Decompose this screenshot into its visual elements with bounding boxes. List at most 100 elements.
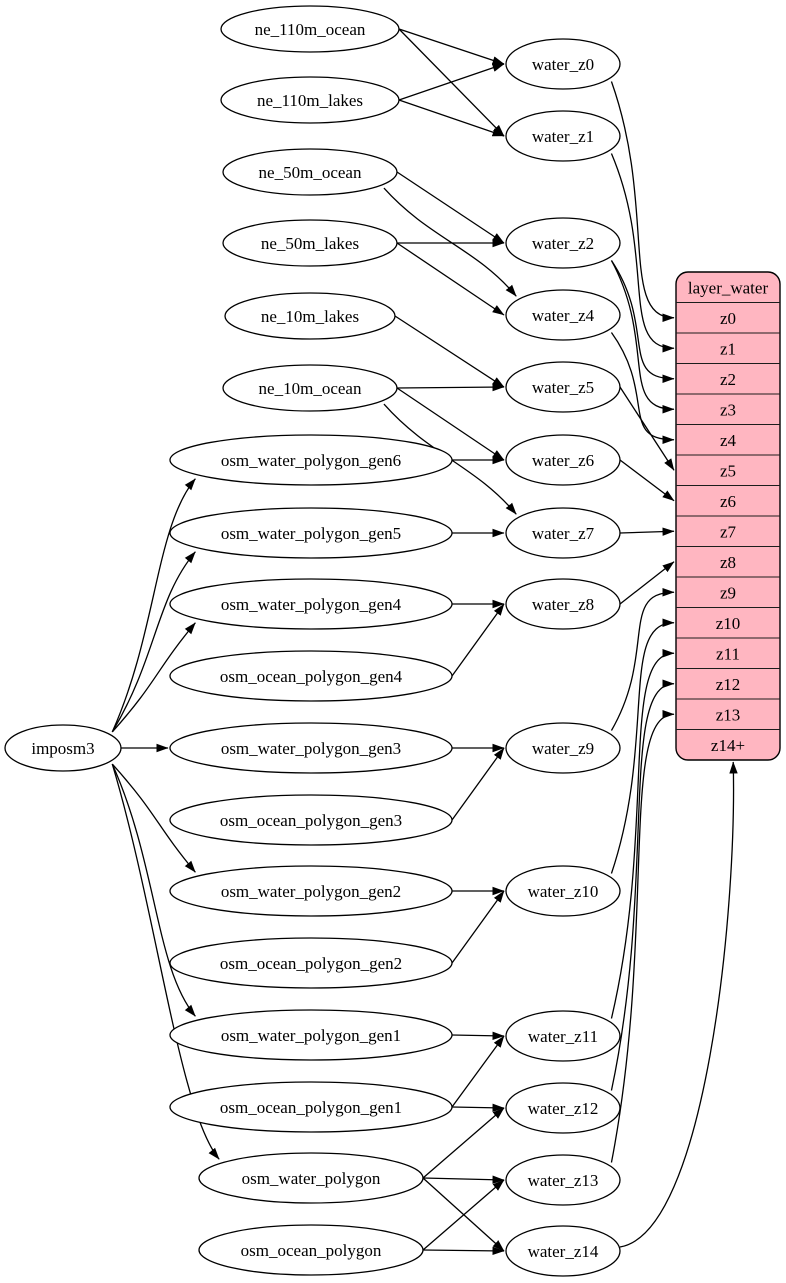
node-water_z11 <box>505 1010 621 1062</box>
node-osm_water_polygon_gen5 <box>169 507 453 559</box>
node-ne_10m_lakes <box>224 292 396 340</box>
table-row-label-z6: z6 <box>720 492 736 511</box>
edge-ne_50m_ocean-to-water_z2 <box>396 171 505 244</box>
node-label-water_z13: water_z13 <box>528 1171 599 1190</box>
node-osm_water_polygon_gen1 <box>169 1009 453 1061</box>
node-label-water_z4: water_z4 <box>532 306 595 325</box>
node-ne_110m_lakes <box>220 76 400 124</box>
table-row-label-z10: z10 <box>716 614 741 633</box>
edge-ne_10m_ocean-to-water_z6 <box>396 387 505 461</box>
node-label-imposm3: imposm3 <box>31 739 94 758</box>
edge-imposm3-to-osm_water_polygon_gen4 <box>111 622 196 733</box>
node-water_z6 <box>505 434 621 486</box>
node-water_z2 <box>505 217 621 269</box>
node-label-water_z8: water_z8 <box>532 595 594 614</box>
table-row-label-z4: z4 <box>720 431 737 450</box>
node-water_z12 <box>505 1082 621 1134</box>
node-label-osm_water_polygon_gen5: osm_water_polygon_gen5 <box>221 524 401 543</box>
node-label-osm_water_polygon_gen4: osm_water_polygon_gen4 <box>221 595 402 614</box>
node-label-water_z10: water_z10 <box>528 882 599 901</box>
node-ne_50m_ocean <box>222 148 398 196</box>
edge-osm_water_polygon_gen1-to-water_z11 <box>451 1031 505 1040</box>
node-label-water_z1: water_z1 <box>532 127 594 146</box>
node-label-osm_ocean_polygon_gen1: osm_ocean_polygon_gen1 <box>220 1098 402 1117</box>
node-water_z5 <box>505 361 621 413</box>
edge-water_z2-to-z2 <box>610 260 675 383</box>
node-label-osm_ocean_polygon: osm_ocean_polygon <box>241 1241 382 1260</box>
node-osm_ocean_polygon <box>198 1224 424 1276</box>
edge-water_z12-to-z12 <box>610 679 675 1091</box>
table-row-label-z8: z8 <box>720 553 736 572</box>
edge-imposm3-to-osm_water_polygon_gen5 <box>111 551 196 733</box>
table-row-label-z1: z1 <box>720 339 736 358</box>
node-water_z1 <box>505 110 621 162</box>
edge-water_z5-to-z5 <box>619 386 675 471</box>
edge-osm_ocean_polygon_gen1-to-water_z11 <box>451 1035 505 1108</box>
edges-layer <box>111 28 738 1256</box>
node-osm_water_polygon <box>198 1152 424 1204</box>
edge-ne_110m_lakes-to-water_z1 <box>398 99 505 137</box>
node-water_z10 <box>505 865 621 917</box>
nodes-layer <box>4 5 621 1277</box>
edge-ne_10m_lakes-to-water_z5 <box>394 315 505 388</box>
node-osm_ocean_polygon_gen4 <box>169 650 453 702</box>
node-water_z13 <box>505 1154 621 1206</box>
table-header-layer_water: layer_water <box>688 278 769 297</box>
node-label-osm_ocean_polygon_gen2: osm_ocean_polygon_gen2 <box>220 954 402 973</box>
node-label-water_z0: water_z0 <box>532 55 594 74</box>
node-label-osm_water_polygon_gen1: osm_water_polygon_gen1 <box>221 1026 401 1045</box>
edge-osm_water_polygon-to-water_z13 <box>422 1175 505 1184</box>
node-osm_water_polygon_gen2 <box>169 865 453 917</box>
table-row-label-z5: z5 <box>720 461 736 480</box>
edge-water_z0-to-z0 <box>610 81 675 322</box>
edge-water_z4-to-z4 <box>610 332 675 444</box>
node-water_z8 <box>505 578 621 630</box>
node-label-water_z7: water_z7 <box>532 524 595 543</box>
edge-imposm3-to-osm_water_polygon_gen2 <box>111 763 196 873</box>
node-label-ne_50m_ocean: ne_50m_ocean <box>259 163 362 182</box>
edge-ne_50m_ocean-to-water_z4 <box>383 187 517 297</box>
table-row-label-z9: z9 <box>720 583 736 602</box>
node-water_z14 <box>505 1225 621 1277</box>
edge-water_z11-to-z11 <box>610 649 675 1019</box>
edge-osm_ocean_polygon-to-water_z14 <box>422 1246 505 1256</box>
edge-water_z10-to-z10 <box>610 618 675 874</box>
node-label-water_z11: water_z11 <box>528 1027 598 1046</box>
table-row-label-z14+: z14+ <box>711 736 745 755</box>
table-row-label-z3: z3 <box>720 400 736 419</box>
edge-water_z8-to-z8 <box>619 561 675 605</box>
node-water_z9 <box>505 722 621 774</box>
table-row-label-z2: z2 <box>720 370 736 389</box>
node-label-ne_50m_lakes: ne_50m_lakes <box>261 234 359 253</box>
edge-water_z9-to-z9 <box>610 588 675 731</box>
node-ne_50m_lakes <box>222 219 398 267</box>
edge-osm_ocean_polygon_gen2-to-water_z10 <box>451 890 505 964</box>
node-label-water_z12: water_z12 <box>528 1099 599 1118</box>
node-label-water_z5: water_z5 <box>532 378 594 397</box>
edge-ne_110m_lakes-to-water_z0 <box>398 63 505 101</box>
node-label-osm_water_polygon: osm_water_polygon <box>242 1169 381 1188</box>
edge-water_z1-to-z1 <box>610 153 675 353</box>
table-row-label-z0: z0 <box>720 309 736 328</box>
node-ne_10m_ocean <box>222 364 398 412</box>
table-row-label-z7: z7 <box>720 522 737 541</box>
node-osm_water_polygon_gen3 <box>169 722 453 774</box>
edge-osm_water_polygon-to-water_z12 <box>422 1107 505 1179</box>
node-label-ne_110m_lakes: ne_110m_lakes <box>257 91 363 110</box>
table-row-label-z12: z12 <box>716 675 741 694</box>
node-label-osm_water_polygon_gen6: osm_water_polygon_gen6 <box>221 451 401 470</box>
edge-water_z2-to-z3 <box>610 260 675 414</box>
labels-layer: ne_110m_ocean ne_110m_lakes ne_50m_oceanne… <box>31 20 768 1261</box>
table-row-label-z13: z13 <box>716 705 741 724</box>
node-osm_water_polygon_gen6 <box>169 434 453 486</box>
edge-osm_ocean_polygon_gen4-to-water_z8 <box>451 603 505 677</box>
edge-osm_ocean_polygon-to-water_z13 <box>422 1179 505 1251</box>
node-water_z7 <box>505 507 621 559</box>
node-label-ne_10m_ocean: ne_10m_ocean <box>259 379 362 398</box>
edge-water_z14-to-z14+ <box>619 761 738 1248</box>
node-water_z0 <box>505 38 621 90</box>
node-label-water_z9: water_z9 <box>532 739 594 758</box>
edge-imposm3-to-osm_water_polygon_gen1 <box>111 763 196 1017</box>
